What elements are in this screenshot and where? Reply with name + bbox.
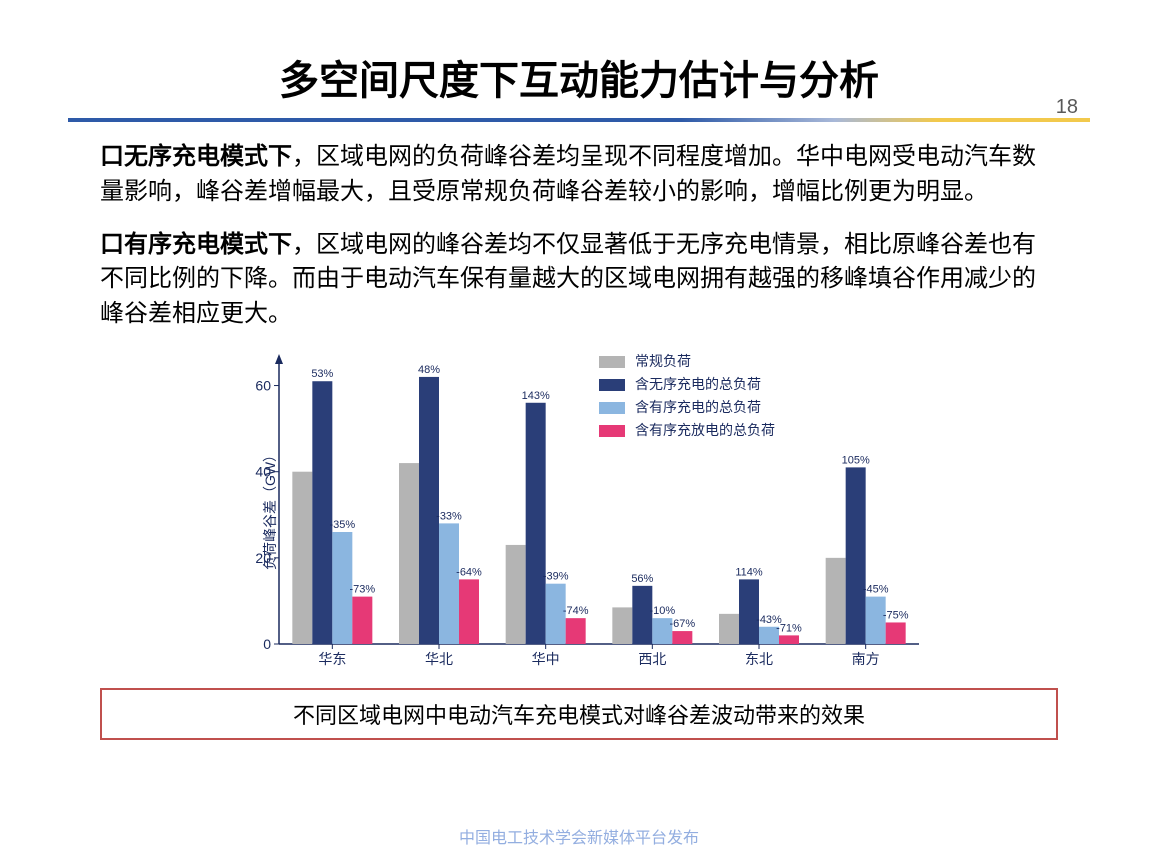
- chart-container: 负荷峰谷差（GW） 020406053%-35%-73%华东48%-33%-64…: [219, 344, 939, 674]
- x-axis-category: 南方: [852, 651, 880, 667]
- bar: [292, 472, 312, 644]
- legend-item: 含有序充电的总负荷: [599, 396, 775, 419]
- bar-value-label: -75%: [883, 609, 909, 621]
- legend-item: 含有序充放电的总负荷: [599, 419, 775, 442]
- bar: [399, 463, 419, 644]
- legend-swatch: [599, 402, 625, 414]
- paragraph-2-marker: 口: [100, 231, 124, 258]
- bar-value-label: -35%: [329, 519, 355, 531]
- legend-item: 常规负荷: [599, 350, 775, 373]
- bar-value-label: -74%: [563, 605, 589, 617]
- bar-value-label: 53%: [311, 368, 333, 380]
- x-axis-category: 西北: [638, 651, 666, 667]
- title-underline: [68, 118, 1090, 122]
- x-axis-category: 东北: [745, 651, 773, 667]
- paragraph-2-em: 有序充电模式下: [124, 231, 292, 258]
- bar-value-label: 114%: [735, 566, 763, 578]
- footer-text: 中国电工技术学会新媒体平台发布: [0, 824, 1158, 848]
- bar-value-label: -73%: [349, 584, 375, 596]
- bar: [566, 618, 586, 644]
- legend-swatch: [599, 379, 625, 391]
- bar-value-label: -45%: [863, 584, 889, 596]
- paragraph-1: 口无序充电模式下，区域电网的负荷峰谷差均呈现不同程度增加。华中电网受电动汽车数量…: [100, 140, 1058, 210]
- bar-value-label: -71%: [776, 622, 802, 634]
- bar-value-label: -67%: [669, 618, 695, 630]
- bar: [459, 579, 479, 644]
- paragraph-2: 口有序充电模式下，区域电网的峰谷差均不仅显著低于无序充电情景，相比原峰谷差也有不…: [100, 228, 1058, 332]
- bar: [719, 614, 739, 644]
- legend-label: 含有序充电的总负荷: [635, 396, 761, 419]
- bar-value-label: -64%: [456, 566, 482, 578]
- svg-text:60: 60: [255, 378, 271, 394]
- bar: [439, 523, 459, 644]
- bar: [352, 597, 372, 644]
- legend-label: 常规负荷: [635, 350, 691, 373]
- bar-value-label: -10%: [649, 605, 675, 617]
- bar: [826, 558, 846, 644]
- bar-chart: 020406053%-35%-73%华东48%-33%-64%华北143%-39…: [219, 344, 939, 674]
- chart-y-axis-label: 负荷峰谷差（GW）: [260, 448, 280, 570]
- x-axis-category: 华东: [318, 651, 346, 667]
- bar: [506, 545, 526, 644]
- bar-value-label: 56%: [631, 573, 653, 585]
- legend-label: 含无序充电的总负荷: [635, 373, 761, 396]
- paragraph-1-marker: 口: [100, 143, 124, 170]
- bar-value-label: -33%: [436, 510, 462, 522]
- legend-item: 含无序充电的总负荷: [599, 373, 775, 396]
- x-axis-category: 华中: [532, 651, 560, 667]
- bar: [739, 579, 759, 644]
- page-number: 18: [1056, 96, 1078, 119]
- svg-text:0: 0: [263, 636, 271, 652]
- page-title: 多空间尺度下互动能力估计与分析: [0, 48, 1158, 106]
- bar-value-label: 48%: [418, 364, 440, 376]
- bar: [779, 635, 799, 644]
- legend-swatch: [599, 356, 625, 368]
- bar: [846, 467, 866, 644]
- bar: [886, 622, 906, 644]
- legend-swatch: [599, 425, 625, 437]
- bar: [612, 607, 632, 644]
- chart-legend: 常规负荷含无序充电的总负荷含有序充电的总负荷含有序充放电的总负荷: [599, 350, 775, 442]
- legend-label: 含有序充放电的总负荷: [635, 419, 775, 442]
- bar-value-label: 143%: [522, 390, 550, 402]
- x-axis-category: 华北: [425, 651, 453, 667]
- paragraph-1-em: 无序充电模式下: [124, 143, 292, 170]
- bar: [312, 381, 332, 644]
- chart-caption: 不同区域电网中电动汽车充电模式对峰谷差波动带来的效果: [100, 688, 1058, 740]
- bar-value-label: 105%: [842, 454, 870, 466]
- bar-value-label: -39%: [543, 571, 569, 583]
- bar: [526, 403, 546, 644]
- bar: [672, 631, 692, 644]
